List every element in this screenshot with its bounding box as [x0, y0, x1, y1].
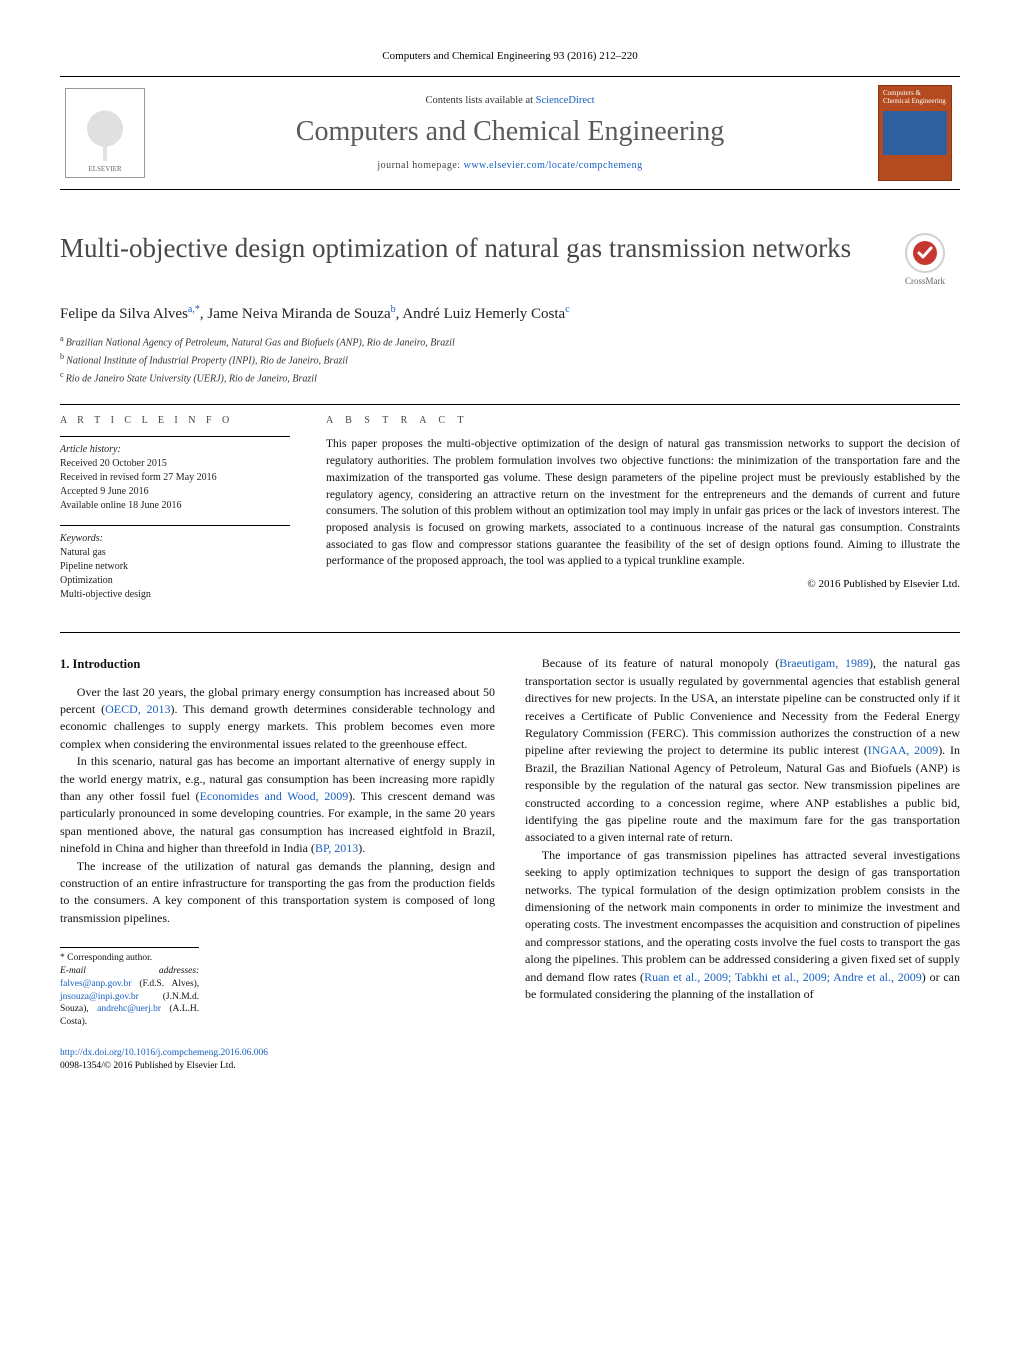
article-history-block: Article history: Received 20 October 201…	[60, 436, 290, 513]
email-line: E-mail addresses: falves@anp.gov.br (F.d…	[60, 965, 199, 1029]
ref-economides-wood-2009[interactable]: Economides and Wood, 2009	[200, 789, 349, 803]
journal-article-page: Computers and Chemical Engineering 93 (2…	[0, 0, 1020, 1113]
email-3[interactable]: andrehc@uerj.br	[97, 1004, 161, 1014]
author-1-sup: a,*	[188, 304, 200, 315]
affiliation-a: aBrazilian National Agency of Petroleum,…	[60, 333, 960, 351]
history-4: Available online 18 June 2016	[60, 499, 290, 513]
article-info-column: A R T I C L E I N F O Article history: R…	[60, 415, 290, 614]
keyword-4: Multi-objective design	[60, 588, 290, 602]
keyword-1: Natural gas	[60, 546, 290, 560]
author-3-sup: c	[565, 304, 569, 315]
affiliation-b: bNational Institute of Industrial Proper…	[60, 351, 960, 369]
history-3: Accepted 9 June 2016	[60, 485, 290, 499]
title-block: Multi-objective design optimization of n…	[60, 232, 960, 286]
sciencedirect-link[interactable]: ScienceDirect	[536, 95, 595, 106]
article-title: Multi-objective design optimization of n…	[60, 232, 870, 266]
contents-prefix: Contents lists available at	[425, 95, 535, 106]
crossmark-badge[interactable]: CrossMark	[890, 232, 960, 286]
masthead: ELSEVIER Contents lists available at Sci…	[60, 76, 960, 190]
citation-text: Computers and Chemical Engineering 93 (2…	[382, 50, 637, 62]
keywords-label: Keywords:	[60, 532, 290, 546]
abstract-column: A B S T R A C T This paper proposes the …	[326, 415, 960, 614]
journal-cover-box: Computers & Chemical Engineering	[870, 85, 960, 181]
keyword-2: Pipeline network	[60, 560, 290, 574]
corr-label: * Corresponding author.	[60, 952, 199, 965]
history-1: Received 20 October 2015	[60, 457, 290, 471]
homepage-link[interactable]: www.elsevier.com/locate/compchemeng	[464, 160, 643, 171]
elsevier-label: ELSEVIER	[88, 165, 121, 173]
keywords-block: Keywords: Natural gas Pipeline network O…	[60, 525, 290, 602]
history-label: Article history:	[60, 443, 290, 457]
crossmark-label: CrossMark	[905, 276, 945, 286]
history-2: Received in revised form 27 May 2016	[60, 471, 290, 485]
abstract-head: A B S T R A C T	[326, 415, 960, 426]
doi-footer: http://dx.doi.org/10.1016/j.compchemeng.…	[60, 1047, 960, 1073]
journal-title: Computers and Chemical Engineering	[160, 116, 860, 148]
ref-ruan-tabkhi-andre-2009[interactable]: Ruan et al., 2009; Tabkhi et al., 2009; …	[644, 970, 922, 984]
corresponding-author-footnote: * Corresponding author. E-mail addresses…	[60, 947, 199, 1029]
article-info-head: A R T I C L E I N F O	[60, 415, 290, 426]
abstract-text: This paper proposes the multi-objective …	[326, 436, 960, 569]
masthead-center: Contents lists available at ScienceDirec…	[160, 95, 860, 171]
doi-link[interactable]: http://dx.doi.org/10.1016/j.compchemeng.…	[60, 1048, 268, 1058]
paragraph-5: The importance of gas transmission pipel…	[525, 847, 960, 1004]
publisher-logo-box: ELSEVIER	[60, 88, 150, 178]
running-header: Computers and Chemical Engineering 93 (2…	[60, 50, 960, 62]
section-1-heading: 1. Introduction	[60, 655, 495, 673]
author-list: Felipe da Silva Alvesa,*, Jame Neiva Mir…	[60, 304, 960, 323]
paragraph-3: The increase of the utilization of natur…	[60, 858, 495, 928]
ref-ingaa-2009[interactable]: INGAA, 2009	[868, 743, 938, 757]
affiliation-c: cRio de Janeiro State University (UERJ),…	[60, 369, 960, 387]
affiliation-list: aBrazilian National Agency of Petroleum,…	[60, 333, 960, 386]
divider-top	[60, 404, 960, 405]
homepage-line: journal homepage: www.elsevier.com/locat…	[160, 160, 860, 171]
issn-copyright: 0098-1354/© 2016 Published by Elsevier L…	[60, 1060, 960, 1073]
author-2: Jame Neiva Miranda de Souza	[207, 306, 390, 322]
ref-braeutigam-1989[interactable]: Braeutigam, 1989	[779, 656, 869, 670]
author-2-sup: b	[391, 304, 396, 315]
keyword-3: Optimization	[60, 574, 290, 588]
email-1[interactable]: falves@anp.gov.br	[60, 979, 131, 989]
author-3: André Luiz Hemerly Costa	[402, 306, 565, 322]
crossmark-icon	[904, 232, 946, 274]
divider-bottom	[60, 632, 960, 633]
email-2[interactable]: jnsouza@inpi.gov.br	[60, 992, 139, 1002]
elsevier-tree-icon	[77, 105, 133, 161]
contents-line: Contents lists available at ScienceDirec…	[160, 95, 860, 106]
author-1: Felipe da Silva Alves	[60, 306, 188, 322]
ref-oecd-2013[interactable]: OECD, 2013	[105, 702, 170, 716]
journal-cover-icon: Computers & Chemical Engineering	[878, 85, 952, 181]
cover-label: Computers & Chemical Engineering	[883, 89, 946, 105]
paragraph-4: Because of its feature of natural monopo…	[525, 655, 960, 846]
paragraph-2: In this scenario, natural gas has become…	[60, 753, 495, 857]
ref-bp-2013[interactable]: BP, 2013	[315, 841, 358, 855]
cover-image-placeholder	[883, 111, 947, 155]
abstract-copyright: © 2016 Published by Elsevier Ltd.	[326, 578, 960, 590]
body-two-column: 1. Introduction Over the last 20 years, …	[60, 655, 960, 1028]
info-abstract-row: A R T I C L E I N F O Article history: R…	[60, 415, 960, 614]
homepage-prefix: journal homepage:	[377, 160, 463, 171]
paragraph-1: Over the last 20 years, the global prima…	[60, 684, 495, 754]
elsevier-logo-icon: ELSEVIER	[65, 88, 145, 178]
